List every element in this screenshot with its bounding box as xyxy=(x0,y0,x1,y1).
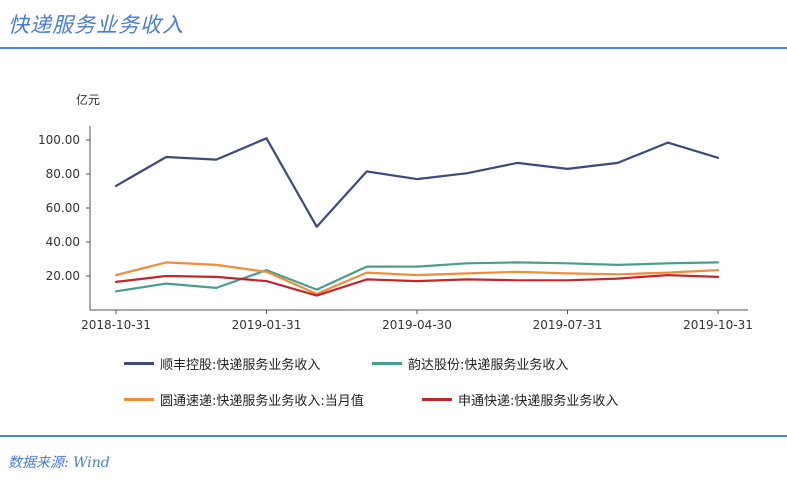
x-tick-label: 2019-07-31 xyxy=(533,318,603,332)
legend-label: 顺丰控股:快递服务业务收入 xyxy=(160,358,321,373)
legend-item-sto: 申通快递:快递服务业务收入 xyxy=(422,390,618,409)
header-divider xyxy=(0,47,787,49)
y-tick-label: 40.00 xyxy=(46,235,80,249)
chart-axes: 20.00 40.00 60.00 80.00 100.00 2018-10-31 2019… xyxy=(38,126,753,332)
legend-item-yto: 圆通速递:快递服务业务收入:当月值 xyxy=(124,390,364,409)
legend-label: 圆通速递:快递服务业务收入:当月值 xyxy=(160,394,364,409)
chart-series xyxy=(114,137,720,297)
x-tick-label: 2019-10-31 xyxy=(683,318,753,332)
y-tick-label: 100.00 xyxy=(38,133,80,147)
y-tick-label: 80.00 xyxy=(46,167,80,181)
y-axis-unit-label: 亿元 xyxy=(76,93,101,107)
legend-item-sf: 顺丰控股:快递服务业务收入 xyxy=(124,354,320,373)
footer-divider xyxy=(0,435,787,437)
y-tick-label: 20.00 xyxy=(46,269,80,283)
legend-swatch xyxy=(372,362,402,365)
y-tick-label: 60.00 xyxy=(46,201,80,215)
series-line-3 xyxy=(114,274,720,297)
legend-item-yunda: 韵达股份:快递服务业务收入 xyxy=(372,354,568,373)
x-tick-label: 2019-01-31 xyxy=(232,318,302,332)
legend-label: 韵达股份:快递服务业务收入 xyxy=(408,358,569,373)
series-line-0 xyxy=(114,137,720,228)
x-tick-label: 2018-10-31 xyxy=(81,318,151,332)
x-tick-label: 2019-04-30 xyxy=(382,318,452,332)
series-line-1 xyxy=(114,261,720,293)
page-title: 快递服务业务收入 xyxy=(8,13,184,37)
legend-swatch xyxy=(124,362,154,365)
legend-label: 申通快递:快递服务业务收入 xyxy=(458,394,619,409)
series-line-2 xyxy=(114,261,720,295)
legend-swatch xyxy=(422,398,452,401)
data-source-note: 数据来源: Wind xyxy=(8,455,110,471)
legend-swatch xyxy=(124,398,154,401)
